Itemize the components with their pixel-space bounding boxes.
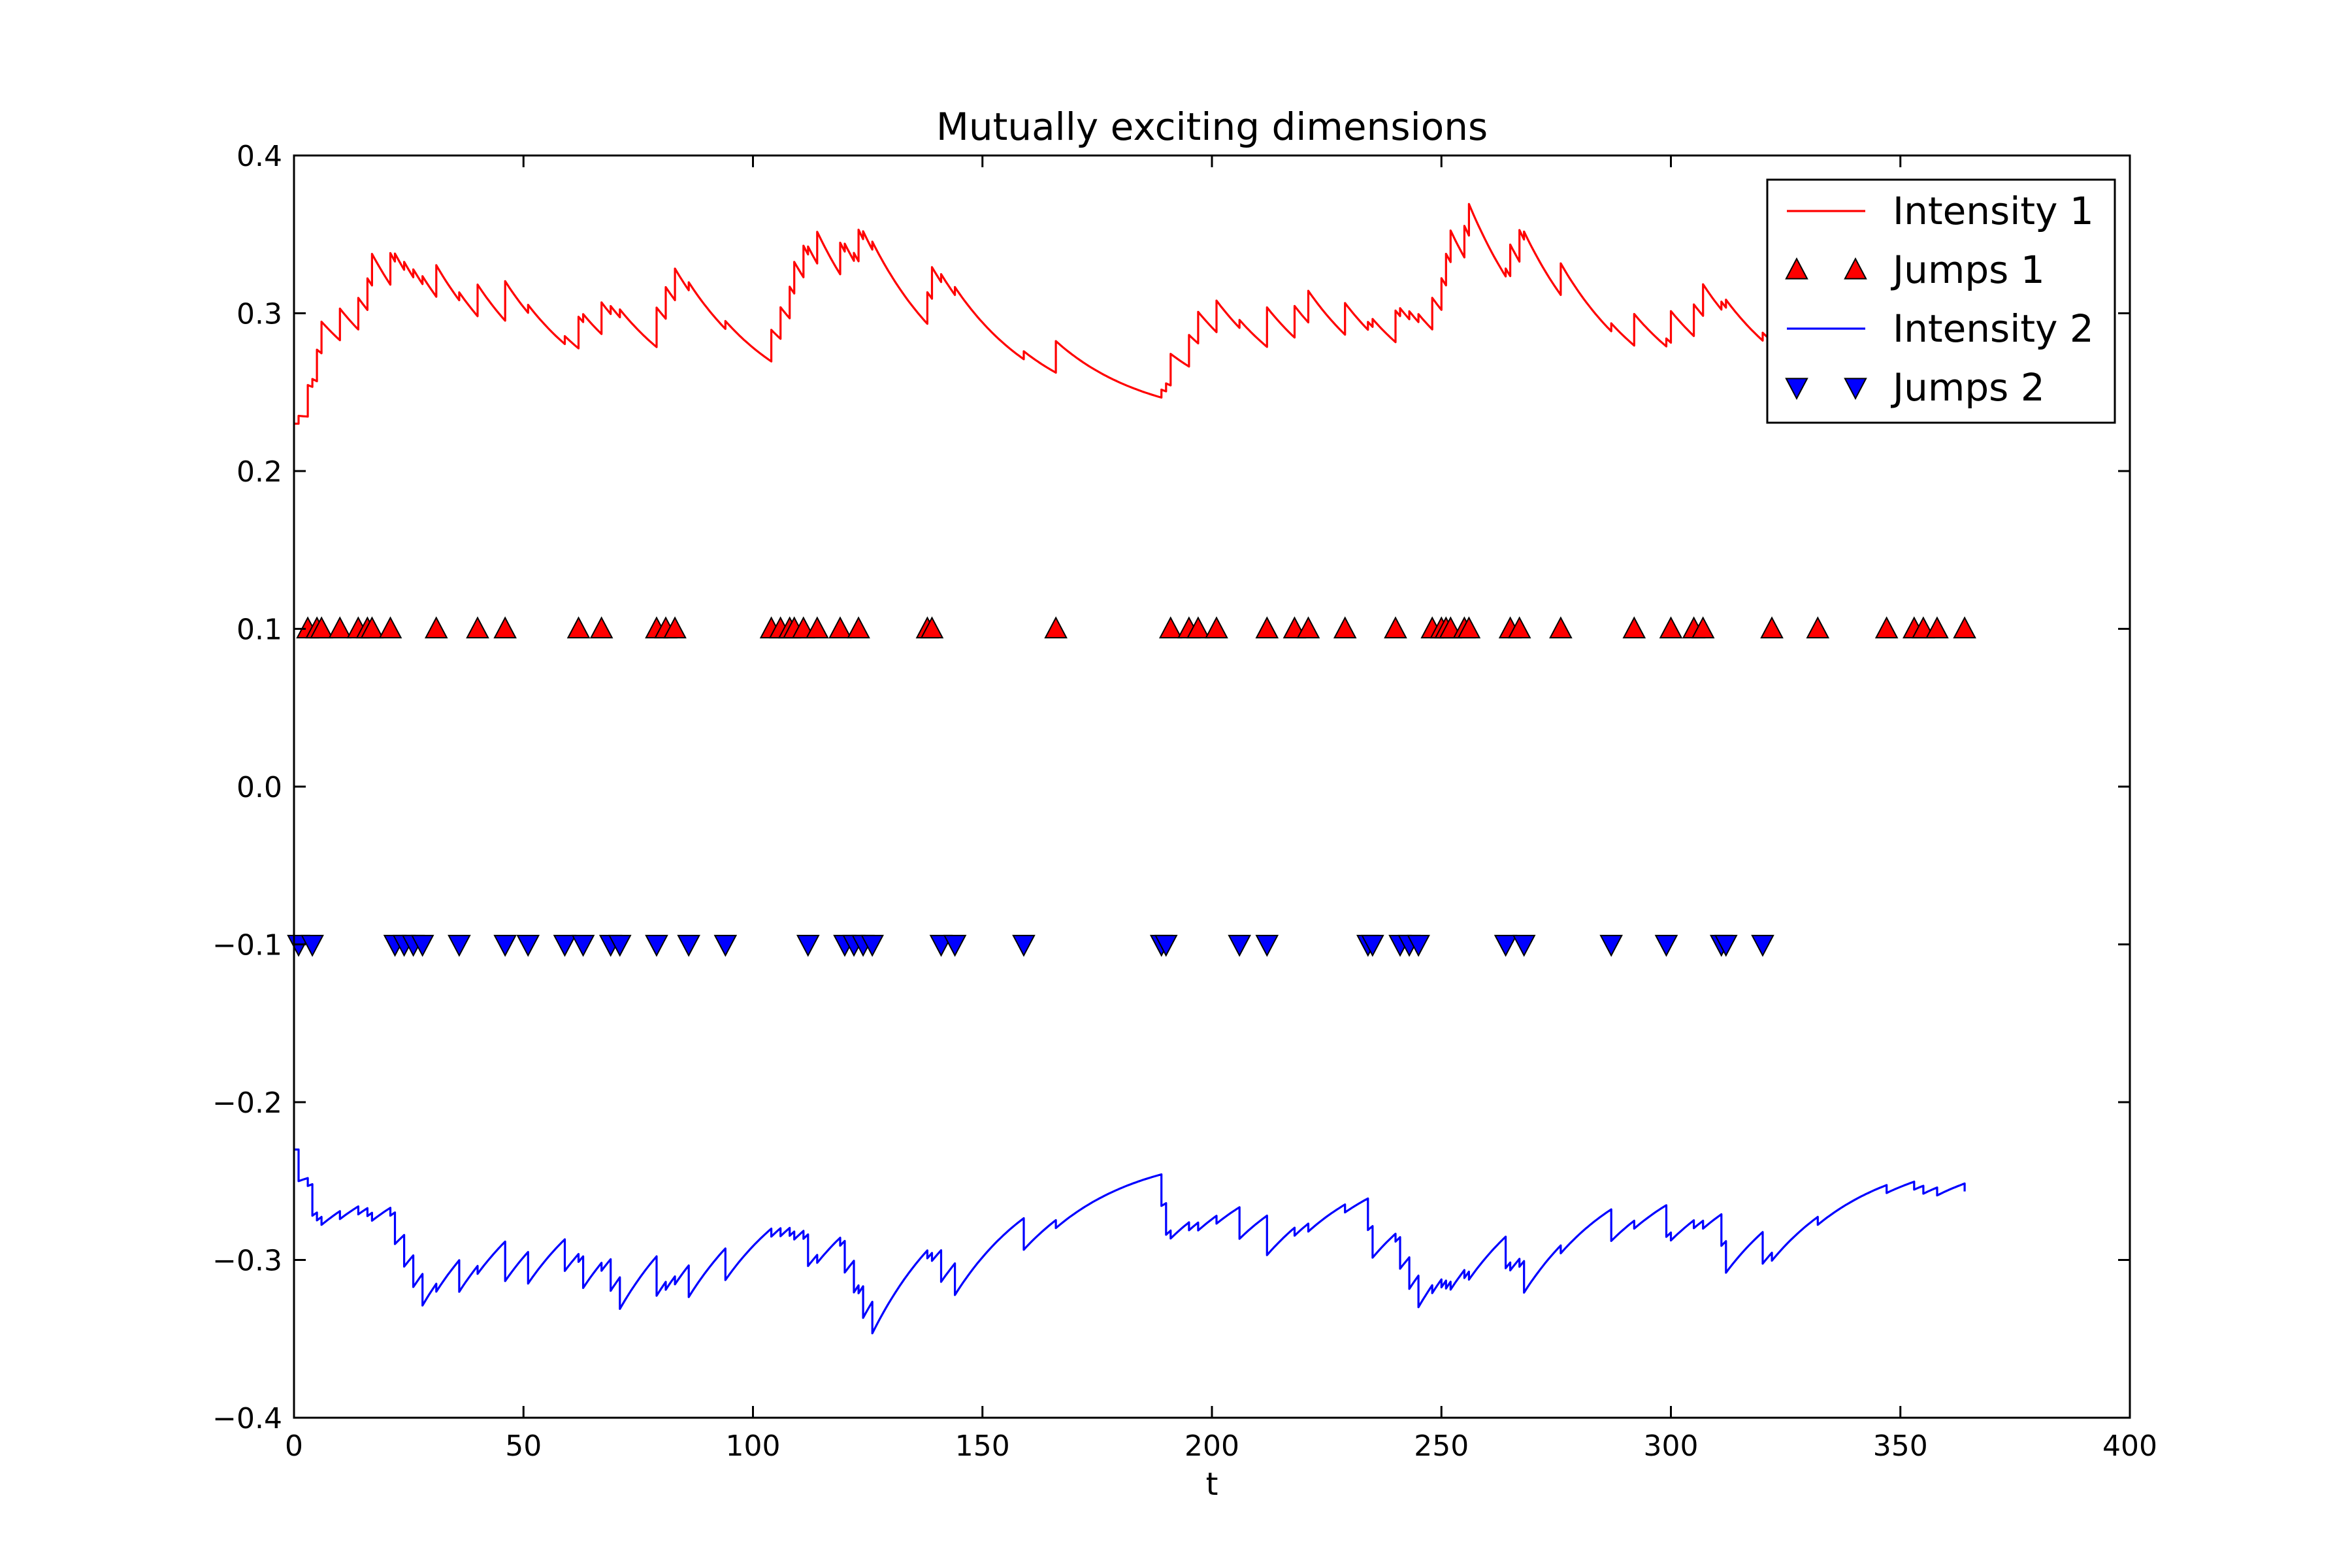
jump-1-marker bbox=[1925, 616, 1949, 639]
jump-1-marker bbox=[566, 616, 591, 639]
jump-2-marker bbox=[1012, 934, 1036, 957]
x-tick-label: 250 bbox=[1414, 1429, 1469, 1463]
jump-1-marker bbox=[663, 616, 687, 639]
y-tick-label: −0.2 bbox=[212, 1086, 282, 1120]
jump-1-marker bbox=[1760, 616, 1784, 639]
jump-2-marker bbox=[301, 934, 324, 957]
jump-1-marker bbox=[466, 616, 489, 639]
jump-2-marker bbox=[943, 934, 967, 957]
jump-1-marker bbox=[1806, 616, 1830, 639]
jump-1-marker bbox=[828, 616, 852, 639]
jump-1-marker bbox=[1255, 616, 1279, 639]
legend-marker-swatch bbox=[1844, 257, 1867, 280]
jump-2-marker bbox=[1228, 934, 1251, 957]
jump-1-marker bbox=[847, 616, 870, 639]
legend-marker-swatch bbox=[1785, 378, 1808, 400]
jump-2-marker bbox=[1361, 934, 1384, 957]
jump-2-marker bbox=[796, 934, 820, 957]
jump-1-marker bbox=[1186, 616, 1210, 639]
jump-1-marker bbox=[1044, 616, 1068, 639]
jump-2-marker bbox=[1255, 934, 1279, 957]
y-tick-label: 0.4 bbox=[237, 140, 282, 173]
x-axis-title: t bbox=[1206, 1466, 1218, 1503]
jump-2-marker bbox=[410, 934, 434, 957]
jump-1-marker bbox=[1205, 616, 1228, 639]
jump-1-marker bbox=[360, 616, 384, 639]
legend-marker-swatch bbox=[1844, 378, 1867, 400]
x-tick-label: 350 bbox=[1873, 1429, 1928, 1463]
jump-1-marker bbox=[1333, 616, 1357, 639]
jump-2-marker bbox=[1512, 934, 1536, 957]
legend-marker-swatch bbox=[1785, 257, 1808, 280]
jump-1-marker bbox=[310, 616, 333, 639]
jump-1-marker bbox=[1296, 616, 1320, 639]
x-tick-label: 0 bbox=[285, 1429, 303, 1463]
jump-2-marker bbox=[677, 934, 700, 957]
x-tick-label: 300 bbox=[1644, 1429, 1699, 1463]
jump-1-marker bbox=[1158, 616, 1183, 639]
jump-1-marker bbox=[1874, 616, 1899, 639]
legend-item: Jumps 2 bbox=[1785, 365, 2045, 410]
y-tick-label: 0.1 bbox=[237, 613, 282, 647]
jump-1-marker bbox=[806, 616, 829, 639]
legend-label: Intensity 1 bbox=[1893, 189, 2094, 233]
x-tick-label: 200 bbox=[1184, 1429, 1239, 1463]
jump-2-marker bbox=[1599, 934, 1623, 957]
jump-2-marker bbox=[448, 934, 471, 957]
jump-2-marker bbox=[571, 934, 595, 957]
legend-item: Jumps 1 bbox=[1785, 248, 2045, 292]
jump-2-marker bbox=[645, 934, 668, 957]
x-tick-label: 400 bbox=[2102, 1429, 2157, 1463]
legend-label: Intensity 2 bbox=[1893, 306, 2094, 351]
jump-1-marker bbox=[328, 616, 352, 639]
jump-1-marker bbox=[1622, 616, 1646, 639]
y-tick-label: 0.0 bbox=[237, 771, 282, 804]
jump-1-marker bbox=[920, 616, 944, 639]
y-tick-label: 0.3 bbox=[237, 298, 282, 331]
jump-2-marker bbox=[860, 934, 884, 957]
y-tick-label: −0.1 bbox=[212, 929, 282, 962]
jump-1-marker bbox=[493, 616, 517, 639]
jump-1-marker bbox=[424, 616, 448, 639]
jump-2-marker bbox=[1751, 934, 1774, 957]
jump-1-marker bbox=[1384, 616, 1407, 639]
jump-1-marker bbox=[1953, 616, 1976, 639]
jump-1-marker bbox=[589, 616, 613, 639]
jump-1-marker bbox=[378, 616, 402, 639]
series-line-intensity-2 bbox=[294, 1148, 1966, 1335]
jump-2-marker bbox=[493, 934, 517, 957]
chart-title: Mutually exciting dimensions bbox=[936, 105, 1488, 149]
jump-2-marker bbox=[516, 934, 540, 957]
legend-label: Jumps 2 bbox=[1891, 365, 2045, 410]
legend-item: Intensity 1 bbox=[1787, 189, 2094, 233]
jump-2-marker bbox=[553, 934, 577, 957]
jump-2-marker bbox=[1494, 934, 1518, 957]
y-tick-label: 0.2 bbox=[237, 455, 282, 489]
jump-1-marker bbox=[1659, 616, 1683, 639]
legend: Intensity 1 Jumps 1 Intensity 2 Jumps 2 bbox=[1766, 178, 2116, 424]
x-tick-label: 100 bbox=[726, 1429, 781, 1463]
jump-1-marker bbox=[1549, 616, 1573, 639]
jump-2-marker bbox=[608, 934, 632, 957]
jump-2-marker bbox=[1654, 934, 1678, 957]
legend-item: Intensity 2 bbox=[1787, 306, 2094, 351]
y-tick-label: −0.3 bbox=[212, 1245, 282, 1278]
jump-1-marker bbox=[1507, 616, 1531, 639]
x-tick-label: 50 bbox=[505, 1429, 542, 1463]
jump-1-marker bbox=[1457, 616, 1481, 639]
jump-1-marker bbox=[1691, 616, 1715, 639]
jump-2-marker bbox=[1407, 934, 1430, 957]
jump-2-marker bbox=[1714, 934, 1738, 957]
legend-box bbox=[1766, 178, 2116, 424]
jump-2-marker bbox=[713, 934, 738, 957]
x-tick-label: 150 bbox=[955, 1429, 1010, 1463]
legend-label: Jumps 1 bbox=[1891, 248, 2045, 292]
y-tick-label: −0.4 bbox=[212, 1402, 282, 1435]
series-line-intensity-1 bbox=[294, 203, 1966, 425]
jump-2-marker bbox=[1154, 934, 1178, 957]
